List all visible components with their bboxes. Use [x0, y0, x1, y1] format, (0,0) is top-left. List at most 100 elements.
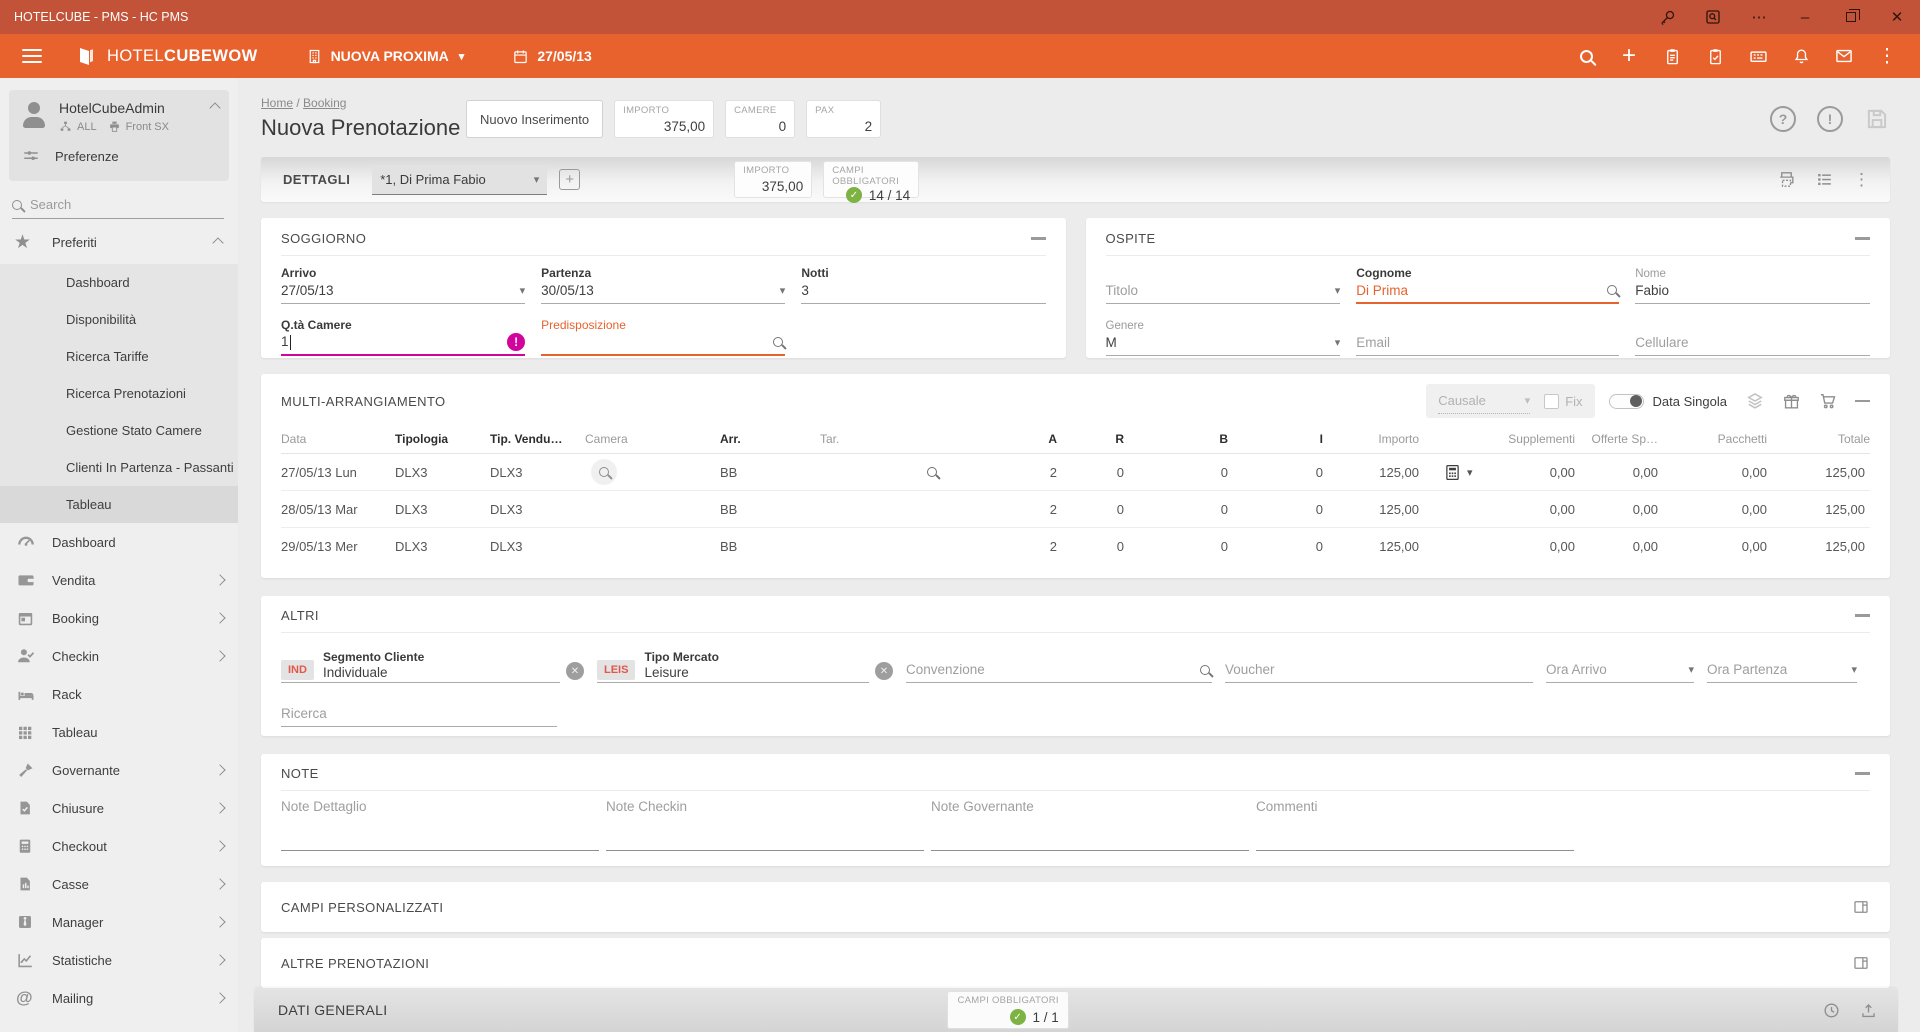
predisposizione-field[interactable]: Predisposizione: [541, 314, 786, 356]
sidebar-item-checkin[interactable]: Checkin: [0, 637, 238, 675]
ricerca-field[interactable]: Ricerca: [281, 697, 557, 727]
data-singola-toggle[interactable]: [1608, 393, 1644, 409]
sidebar-item-statistiche[interactable]: Statistiche: [0, 941, 238, 979]
mail-icon[interactable]: [1829, 41, 1859, 71]
favorite-item-disponibilita[interactable]: Disponibilità: [66, 312, 137, 327]
campi-personalizzati-card[interactable]: CAMPI PERSONALIZZATI: [261, 882, 1890, 932]
sidebar-item-vendita[interactable]: Vendita: [0, 561, 238, 599]
sidebar-item-tableau[interactable]: Tableau: [0, 713, 238, 751]
collapse-section-icon[interactable]: [1855, 237, 1870, 240]
browser-menu-icon[interactable]: ⋯: [1751, 8, 1767, 26]
note-dettaglio-field[interactable]: Note Dettaglio: [281, 799, 599, 851]
importo-calculator-icon[interactable]: [1445, 464, 1460, 481]
history-clock-icon[interactable]: [1822, 1001, 1841, 1020]
clipboard-check-icon[interactable]: [1700, 41, 1730, 71]
nome-field[interactable]: Nome Fabio: [1635, 262, 1870, 304]
favorite-item-ricerca-prenotazioni[interactable]: Ricerca Prenotazioni: [66, 386, 186, 401]
note-checkin-field[interactable]: Note Checkin: [606, 799, 924, 851]
ora-partenza-field[interactable]: Ora Partenza ▾: [1707, 637, 1857, 683]
list-view-icon[interactable]: [1815, 170, 1834, 189]
keycard-icon[interactable]: [1743, 41, 1773, 71]
email-field[interactable]: Email: [1356, 314, 1620, 356]
arrangiamento-row[interactable]: 27/05/13 Lun DLX3 DLX3 BB 2 0 0 0 125,00: [281, 454, 1870, 491]
kebab-menu-icon[interactable]: ⋮: [1853, 169, 1870, 189]
tariffa-search-icon[interactable]: [927, 467, 937, 477]
chevron-down-icon[interactable]: ▾: [1334, 285, 1341, 297]
camera-search-icon[interactable]: [591, 459, 617, 485]
chevron-down-icon[interactable]: ▾: [1851, 664, 1857, 676]
partenza-field[interactable]: Partenza 30/05/13 ▾: [541, 262, 786, 304]
clear-segmento-icon[interactable]: ✕: [566, 662, 584, 680]
add-detail-button[interactable]: +: [559, 169, 581, 190]
fix-checkbox-group[interactable]: Fix: [1544, 393, 1583, 409]
window-close-button[interactable]: ✕: [1890, 8, 1904, 26]
collapse-section-icon[interactable]: [1855, 614, 1870, 617]
arrangiamento-row[interactable]: 28/05/13 Mar DLX3 DLX3 BB 2 0 0 0 125,00…: [281, 491, 1870, 528]
print-preview-icon[interactable]: [1777, 170, 1796, 189]
arrivo-field[interactable]: Arrivo 27/05/13 ▾: [281, 262, 526, 304]
tipo-mercato-field[interactable]: LEIS Tipo Mercato Leisure ✕: [597, 637, 893, 683]
favorite-item-ricerca-tariffe[interactable]: Ricerca Tariffe: [66, 349, 149, 364]
search-icon[interactable]: [1607, 285, 1618, 295]
sidebar-item-governante[interactable]: Governante: [0, 751, 238, 789]
sidebar-item-preferenze[interactable]: Preferenze: [19, 133, 219, 175]
search-icon[interactable]: [773, 337, 784, 347]
favorite-item-tableau[interactable]: Tableau: [0, 486, 238, 523]
working-date[interactable]: 27/05/13: [512, 48, 592, 65]
browser-search-icon[interactable]: [1690, 0, 1736, 34]
clipboard-icon[interactable]: [1657, 41, 1687, 71]
dati-generali-bar[interactable]: DATI GENERALI CAMPI OBBLIGATORI ✓ 1 / 1: [254, 988, 1898, 1032]
genere-field[interactable]: Genere M ▾: [1105, 314, 1341, 356]
favorite-item-gestione-stato-camere[interactable]: Gestione Stato Camere: [66, 423, 202, 438]
chevron-down-icon[interactable]: ▾: [1334, 337, 1341, 349]
sidebar-item-chiusure[interactable]: Chiusure: [0, 789, 238, 827]
detail-selector[interactable]: *1, Di Prima Fabio ▾: [372, 164, 548, 195]
notti-field[interactable]: Notti 3: [801, 262, 1046, 304]
chevron-down-icon[interactable]: ▾: [1467, 466, 1473, 479]
voucher-field[interactable]: Voucher: [1225, 637, 1533, 683]
chevron-down-icon[interactable]: ▾: [1688, 664, 1694, 676]
user-card-collapse-icon[interactable]: [209, 102, 221, 114]
sidebar-item-preferiti[interactable]: ★ Preferiti: [0, 219, 238, 264]
cognome-field[interactable]: Cognome Di Prima: [1356, 262, 1620, 304]
property-selector[interactable]: NUOVA PROXIMA ▾: [306, 48, 464, 65]
segmento-cliente-field[interactable]: IND Segmento Cliente Individuale ✕: [281, 637, 584, 683]
breadcrumb-booking-link[interactable]: Booking: [303, 96, 347, 110]
breadcrumb-home-link[interactable]: Home: [261, 96, 294, 110]
save-icon[interactable]: [1864, 106, 1890, 132]
sidebar-item-booking[interactable]: Booking: [0, 599, 238, 637]
info-icon[interactable]: !: [1817, 106, 1843, 132]
fix-checkbox[interactable]: [1544, 393, 1560, 409]
favorite-item-dashboard[interactable]: Dashboard: [66, 275, 130, 290]
notifications-bell-icon[interactable]: [1786, 41, 1816, 71]
note-governante-field[interactable]: Note Governante: [931, 799, 1249, 851]
ora-arrivo-field[interactable]: Ora Arrivo ▾: [1546, 637, 1694, 683]
key-icon[interactable]: [1644, 0, 1690, 34]
convenzione-field[interactable]: Convenzione: [906, 637, 1212, 683]
hamburger-menu-icon[interactable]: [22, 49, 42, 63]
chevron-down-icon[interactable]: ▾: [519, 285, 526, 297]
sidebar-item-checkout[interactable]: Checkout: [0, 827, 238, 865]
window-minimize-button[interactable]: –: [1800, 8, 1810, 26]
chevron-down-icon[interactable]: ▾: [779, 285, 786, 297]
favorite-item-clienti-in-partenza[interactable]: Clienti In Partenza - Passanti: [66, 460, 234, 475]
layers-icon[interactable]: [1745, 391, 1765, 411]
search-icon[interactable]: [1200, 664, 1210, 675]
expand-panel-icon[interactable]: [1852, 898, 1870, 916]
collapse-section-icon[interactable]: [1030, 237, 1046, 240]
altre-prenotazioni-card[interactable]: ALTRE PRENOTAZIONI: [261, 938, 1890, 988]
expand-panel-icon[interactable]: [1852, 954, 1870, 972]
window-restore-button[interactable]: [1828, 0, 1874, 34]
clear-mercato-icon[interactable]: ✕: [875, 662, 893, 680]
sidebar-item-dashboard[interactable]: Dashboard: [0, 523, 238, 561]
cart-icon[interactable]: [1818, 391, 1838, 411]
collapse-section-icon[interactable]: [1855, 772, 1870, 775]
causale-select[interactable]: Causale ▾: [1438, 388, 1531, 414]
sidebar-item-mailing[interactable]: @ Mailing: [0, 979, 238, 1017]
sidebar-item-casse[interactable]: Casse: [0, 865, 238, 903]
sidebar-item-rack[interactable]: Rack: [0, 675, 238, 713]
gift-icon[interactable]: [1782, 392, 1801, 411]
titolo-field[interactable]: Titolo ▾: [1105, 262, 1341, 304]
help-icon[interactable]: ?: [1770, 106, 1796, 132]
collapse-section-icon[interactable]: [1855, 399, 1870, 403]
